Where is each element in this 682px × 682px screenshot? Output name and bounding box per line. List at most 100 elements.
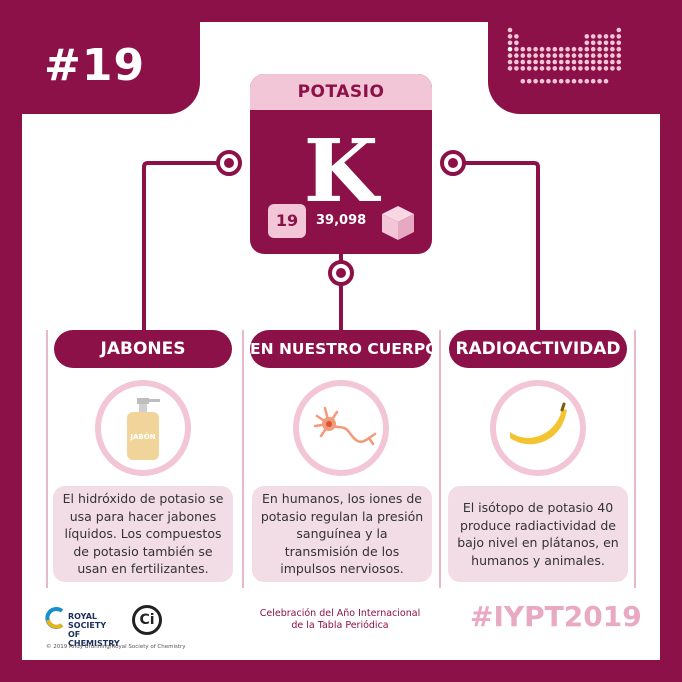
periodic-table-dot xyxy=(603,59,609,65)
banana-icon xyxy=(510,402,567,445)
periodic-table-dot xyxy=(597,34,602,39)
soap-label: JABÓN xyxy=(129,432,155,441)
periodic-table-dot xyxy=(539,66,545,71)
ci-logo: Ci xyxy=(132,605,162,635)
periodic-table-dot xyxy=(616,59,622,65)
periodic-table-dot xyxy=(571,46,577,52)
periodic-table-dot xyxy=(603,40,609,46)
periodic-table-dot xyxy=(552,53,558,58)
column-divider xyxy=(46,330,48,588)
periodic-table-dot xyxy=(610,34,615,39)
periodic-table-dot xyxy=(603,34,609,39)
periodic-table-dot xyxy=(578,46,583,52)
periodic-table-dot xyxy=(558,78,564,84)
periodic-table-dot xyxy=(507,27,513,33)
periodic-table-dot xyxy=(507,46,513,52)
periodic-table-dot xyxy=(507,59,513,65)
periodic-table-dot xyxy=(552,66,558,71)
category-title-cuerpo: EN NUESTRO CUERPO xyxy=(250,330,438,368)
periodic-table-dot xyxy=(514,66,519,71)
periodic-table-dot xyxy=(616,34,622,39)
element-card: POTASIO K 19 39,098 xyxy=(250,74,432,254)
periodic-table-dot xyxy=(526,78,532,84)
periodic-table-dot xyxy=(520,59,526,65)
issue-number: #19 xyxy=(44,40,146,91)
periodic-table-dot xyxy=(526,59,532,65)
column-divider xyxy=(634,330,636,588)
periodic-table-dot xyxy=(565,66,570,71)
periodic-table-dot xyxy=(597,66,602,71)
periodic-table-dot xyxy=(616,46,622,52)
periodic-table-dot xyxy=(616,66,622,71)
celebration-line-2: de la Tabla Periódica xyxy=(291,620,389,631)
periodic-table-dot xyxy=(533,46,538,52)
periodic-table-icon xyxy=(507,27,622,84)
periodic-table-dot xyxy=(610,46,615,52)
periodic-table-dot xyxy=(520,66,526,71)
periodic-table-dot xyxy=(610,66,615,71)
periodic-table-dot xyxy=(590,59,596,65)
periodic-table-dot xyxy=(507,53,513,58)
category-title-jabones: JABONES xyxy=(54,330,232,368)
periodic-table-dot xyxy=(558,46,564,52)
periodic-table-dot xyxy=(590,46,596,52)
periodic-table-dot xyxy=(603,78,609,84)
periodic-table-dot xyxy=(546,66,551,71)
periodic-table-dot xyxy=(558,66,564,71)
periodic-table-dot xyxy=(526,66,532,71)
periodic-table-dot xyxy=(578,59,583,65)
periodic-table-dot xyxy=(507,40,513,46)
periodic-table-dot xyxy=(546,78,551,84)
periodic-table-dot xyxy=(565,78,570,84)
periodic-table-dot xyxy=(520,53,526,58)
periodic-table-dot xyxy=(610,59,615,65)
periodic-table-dot xyxy=(507,66,513,71)
copyright: © 2019 Andy Brunning/Royal Society of Ch… xyxy=(46,644,186,650)
periodic-table-dot xyxy=(597,78,602,84)
hashtag: #IYPT2019 xyxy=(470,600,642,633)
description-radioactividad: El isótopo de potasio 40 produce radiact… xyxy=(448,486,628,582)
periodic-table-dot xyxy=(603,53,609,58)
periodic-table-dot xyxy=(526,53,532,58)
periodic-table-dot xyxy=(539,46,545,52)
rsc-logo-text: ROYAL SOCIETY OF CHEMISTRY xyxy=(68,612,128,648)
periodic-table-dot xyxy=(546,46,551,52)
rsc-line-2: OF CHEMISTRY xyxy=(68,630,120,648)
periodic-table-dot xyxy=(514,53,519,58)
periodic-table-dot xyxy=(597,46,602,52)
rsc-line-1: ROYAL SOCIETY xyxy=(68,612,107,630)
icon-circle-cuerpo xyxy=(293,380,389,476)
element-name: POTASIO xyxy=(250,74,432,110)
periodic-table-dot xyxy=(597,53,602,58)
periodic-table-dot xyxy=(539,53,545,58)
periodic-table-dot xyxy=(616,53,622,58)
icon-circle-jabones: JABÓN xyxy=(95,380,191,476)
periodic-table-dot xyxy=(571,66,577,71)
periodic-table-dot xyxy=(584,53,590,58)
periodic-table-dot xyxy=(610,40,615,46)
periodic-table-dot xyxy=(565,53,570,58)
periodic-table-dot xyxy=(552,59,558,65)
periodic-table-dot xyxy=(603,46,609,52)
periodic-table-dot xyxy=(514,34,519,39)
rsc-logo-icon xyxy=(45,607,64,629)
atomic-mass: 39,098 xyxy=(316,213,367,228)
periodic-table-dot xyxy=(603,66,609,71)
issue-tab: #19 xyxy=(22,22,200,114)
periodic-table-dot xyxy=(507,34,513,39)
periodic-table-dot xyxy=(597,40,602,46)
periodic-table-dot xyxy=(546,59,551,65)
description-cuerpo: En humanos, los iones de potasio regulan… xyxy=(252,486,432,582)
column-divider xyxy=(439,330,441,588)
periodic-table-dot xyxy=(533,59,538,65)
periodic-table-dot xyxy=(514,40,519,46)
periodic-table-dot xyxy=(558,53,564,58)
periodic-table-dot xyxy=(590,53,596,58)
periodic-table-dot xyxy=(616,40,622,46)
periodic-table-dot xyxy=(533,66,538,71)
periodic-table-dot xyxy=(584,46,590,52)
celebration-line-1: Celebración del Año Internacional xyxy=(259,608,421,619)
category-title-radioactividad: RADIOACTIVIDAD xyxy=(449,330,627,368)
periodic-table-dot xyxy=(590,78,596,84)
